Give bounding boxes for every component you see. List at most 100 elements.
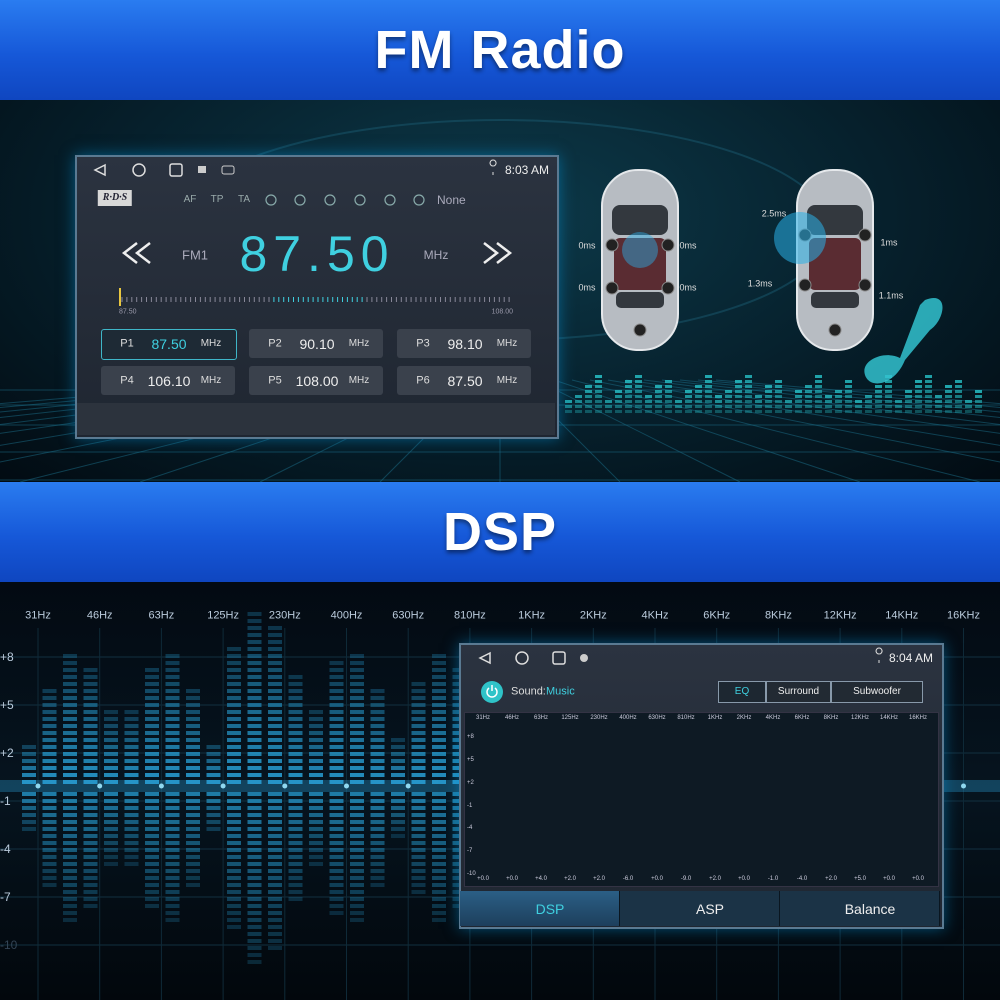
eq-bar-reflection bbox=[206, 806, 221, 810]
eq-bar bbox=[42, 717, 57, 721]
band-label: 63Hz bbox=[533, 715, 549, 721]
toggle-option[interactable]: TA bbox=[237, 194, 251, 205]
mode-label[interactable]: ASP bbox=[695, 901, 725, 917]
eq-bar bbox=[411, 773, 426, 777]
eq-bar-reflection bbox=[432, 869, 446, 873]
eq-bar bbox=[411, 752, 426, 756]
eq-bar bbox=[165, 703, 180, 707]
spectrum-bar bbox=[925, 395, 932, 398]
preset-button[interactable] bbox=[397, 366, 531, 395]
back-button[interactable] bbox=[93, 163, 106, 177]
eq-bar-reflection bbox=[329, 792, 344, 796]
power-icon bbox=[486, 685, 498, 698]
mode-label[interactable]: DSP bbox=[535, 901, 565, 917]
eq-bar-reflection bbox=[432, 792, 446, 796]
eq-bar bbox=[186, 773, 200, 777]
eq-bar bbox=[350, 766, 364, 770]
eq-bar bbox=[124, 738, 139, 742]
spectrum-bar bbox=[715, 405, 722, 408]
preset-button[interactable] bbox=[101, 329, 237, 360]
eq-bar-reflection bbox=[288, 883, 303, 887]
eq-bar bbox=[268, 745, 282, 749]
preset-button[interactable] bbox=[249, 366, 383, 395]
eq-bar bbox=[63, 759, 77, 763]
eq-bar-reflection bbox=[350, 834, 364, 838]
eq-bar-reflection bbox=[329, 855, 344, 859]
spectrum-bar bbox=[665, 380, 672, 383]
option-icon[interactable] bbox=[265, 194, 277, 206]
recents-button[interactable] bbox=[169, 163, 183, 177]
eq-bar bbox=[329, 703, 344, 707]
mode-label[interactable]: Balance bbox=[844, 901, 896, 917]
eq-bar-reflection bbox=[227, 918, 241, 922]
eq-bar bbox=[247, 682, 262, 686]
mode-button[interactable] bbox=[460, 891, 620, 926]
home-button[interactable] bbox=[515, 651, 529, 665]
seek-forward[interactable] bbox=[483, 242, 513, 264]
eq-bar-reflection bbox=[186, 799, 200, 803]
option-icon[interactable] bbox=[354, 194, 366, 206]
spectrum-bar bbox=[695, 400, 702, 403]
tab-button[interactable] bbox=[718, 681, 766, 703]
eq-bar bbox=[63, 682, 77, 686]
option-icon[interactable] bbox=[413, 194, 425, 206]
music-note bbox=[864, 297, 943, 384]
power-button[interactable] bbox=[481, 681, 503, 703]
gain-label: +0.0 bbox=[738, 876, 750, 882]
eq-bar bbox=[370, 724, 385, 728]
spectrum-bar bbox=[945, 385, 952, 388]
eq-bar bbox=[432, 710, 446, 714]
eq-bar bbox=[288, 689, 303, 693]
eq-bar-reflection bbox=[104, 813, 118, 817]
spectrum-bar bbox=[705, 375, 712, 378]
spectrum-bar bbox=[585, 385, 592, 388]
spectrum-bar bbox=[775, 390, 782, 393]
eq-bar-reflection bbox=[227, 813, 241, 817]
eq-bar bbox=[432, 675, 446, 679]
tab-label[interactable]: Surround bbox=[777, 686, 820, 697]
eq-bar-reflection bbox=[227, 890, 241, 894]
eq-bar-reflection bbox=[124, 834, 139, 838]
option-icon[interactable] bbox=[324, 194, 336, 206]
back-button[interactable] bbox=[478, 651, 491, 665]
eq-bar bbox=[268, 647, 282, 651]
band-dot bbox=[220, 783, 226, 789]
spectrum-bar bbox=[595, 405, 602, 408]
tab-button[interactable] bbox=[766, 681, 831, 703]
option-icon[interactable] bbox=[384, 194, 396, 206]
toggle-option[interactable]: TP bbox=[210, 194, 224, 205]
spectrum-bar bbox=[825, 395, 832, 398]
spectrum-bar bbox=[885, 395, 892, 398]
eq-bar-reflection bbox=[309, 841, 323, 845]
preset-name: P4 bbox=[120, 374, 134, 387]
eq-bar bbox=[329, 661, 344, 665]
spectrum-bar bbox=[575, 400, 582, 403]
eq-bar bbox=[83, 696, 98, 700]
seek-back[interactable] bbox=[121, 242, 151, 264]
eq-bar bbox=[42, 773, 57, 777]
eq-bar-reflection bbox=[247, 827, 262, 831]
eq-bar-reflection bbox=[329, 869, 344, 873]
tab-button[interactable] bbox=[831, 681, 923, 703]
toggle-option[interactable]: AF bbox=[183, 194, 197, 205]
eq-bar bbox=[22, 773, 36, 777]
preset-button[interactable] bbox=[101, 366, 235, 395]
mode-button[interactable] bbox=[780, 891, 940, 926]
band-label: 810Hz bbox=[453, 609, 486, 622]
recents-button[interactable] bbox=[552, 651, 566, 665]
spectrum-bar bbox=[735, 395, 742, 398]
tab-label[interactable]: EQ bbox=[734, 686, 750, 697]
eq-bar-reflection bbox=[63, 883, 77, 887]
mode-button[interactable] bbox=[620, 891, 780, 926]
spectrum-bar bbox=[815, 400, 822, 403]
eq-bar-reflection bbox=[83, 890, 98, 894]
preset-button[interactable] bbox=[249, 329, 383, 358]
preset-button[interactable] bbox=[397, 329, 531, 358]
level-label: +2 bbox=[0, 746, 14, 760]
spectrum-bar bbox=[935, 400, 942, 403]
eq-bar-reflection bbox=[83, 792, 98, 796]
home-button[interactable] bbox=[132, 163, 146, 177]
spectrum-bar bbox=[935, 405, 942, 408]
option-icon[interactable] bbox=[294, 194, 306, 206]
tab-label[interactable]: Subwoofer bbox=[853, 686, 901, 697]
